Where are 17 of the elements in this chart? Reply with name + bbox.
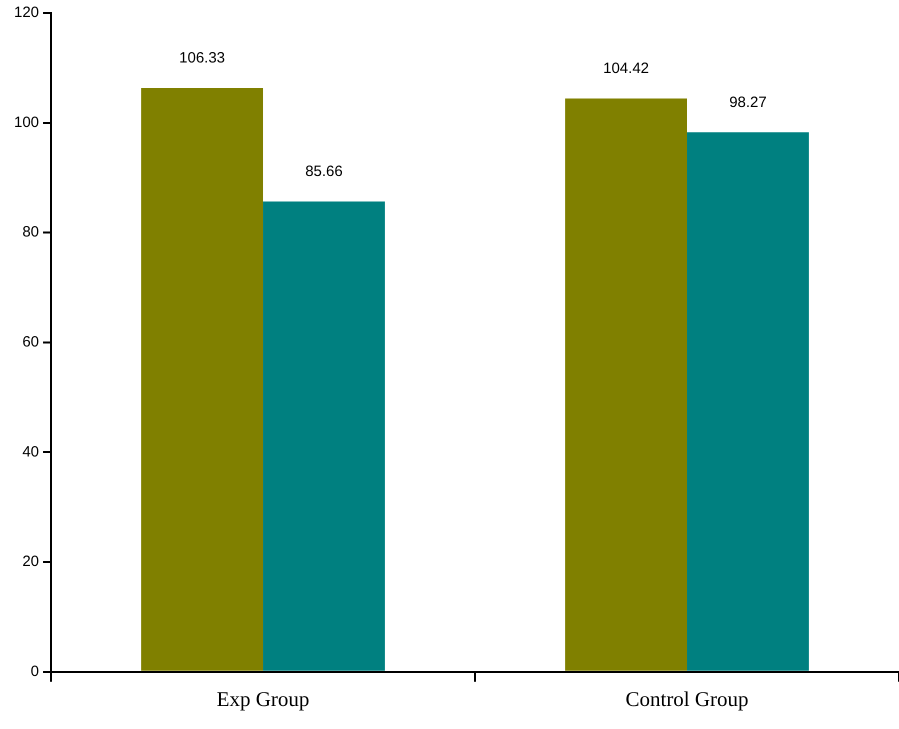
y-tick-label: 60 — [22, 334, 40, 351]
data-label: 106.33 — [179, 50, 226, 67]
x-tick-label: Control Group — [625, 686, 749, 711]
y-tick-label: 0 — [30, 662, 40, 680]
bar — [687, 132, 809, 671]
data-label: 85.66 — [305, 163, 343, 180]
y-tick-label: 120 — [14, 4, 40, 22]
y-tick-label: 100 — [14, 114, 40, 131]
bar — [141, 88, 264, 671]
y-tick-label: 80 — [22, 224, 40, 241]
x-tick-label: Exp Group — [216, 686, 310, 711]
bar — [263, 202, 385, 671]
data-label: 104.42 — [603, 60, 650, 78]
y-tick-label: 20 — [22, 553, 40, 570]
bar — [565, 98, 688, 671]
y-tick-label: 40 — [22, 443, 40, 460]
data-label: 98.27 — [729, 94, 767, 111]
